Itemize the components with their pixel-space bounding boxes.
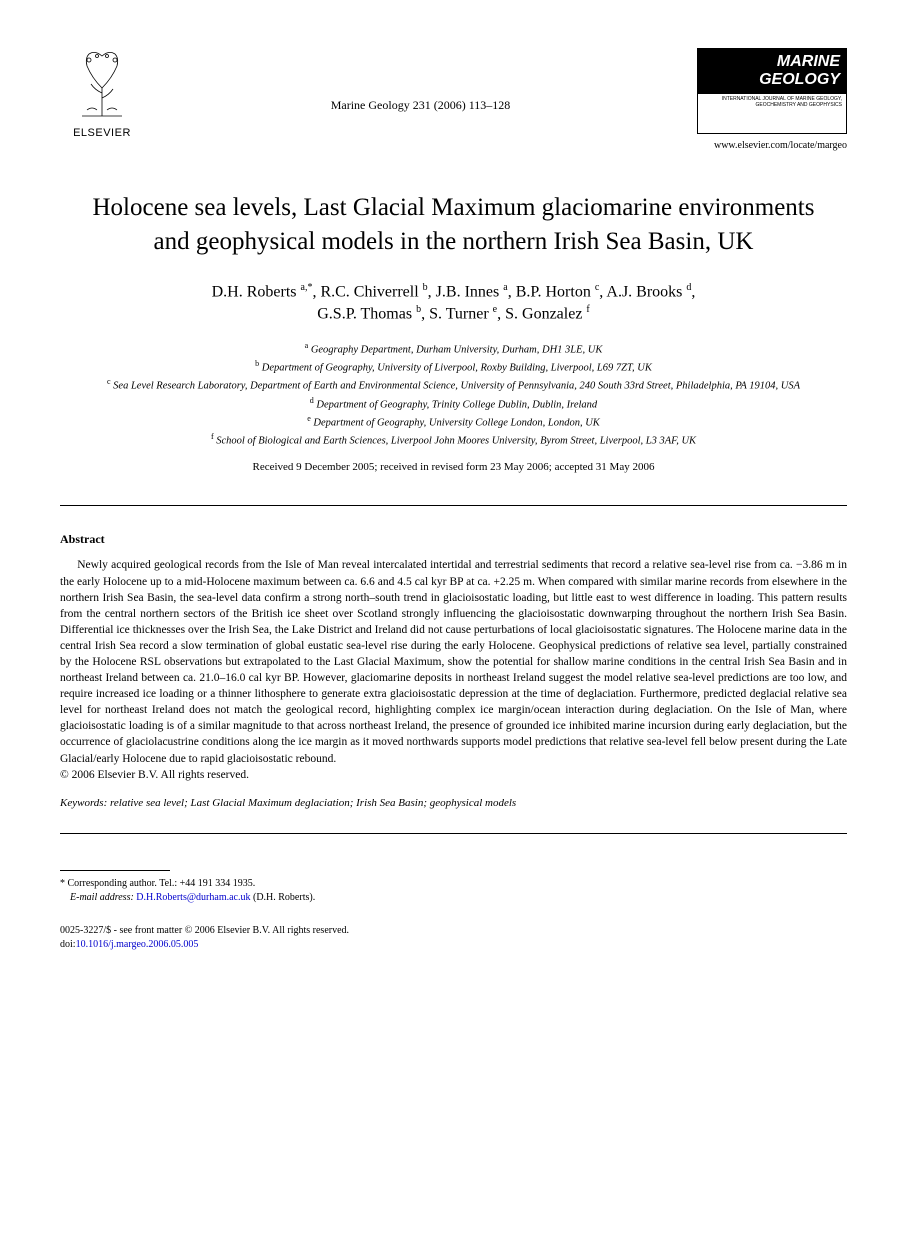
keywords: Keywords: relative sea level; Last Glaci… — [60, 797, 847, 809]
author-1: D.H. Roberts — [212, 283, 301, 300]
affiliation-b-text: Department of Geography, University of L… — [262, 363, 652, 374]
author-4: , B.P. Horton — [508, 283, 595, 300]
affiliation-e: e Department of Geography, University Co… — [60, 413, 847, 431]
journal-cover-subtitle: INTERNATIONAL JOURNAL OF MARINE GEOLOGY,… — [698, 94, 846, 110]
email-after: (D.H. Roberts). — [253, 892, 315, 903]
corr-author-line: * Corresponding author. Tel.: +44 191 33… — [60, 877, 847, 892]
email-label: E-mail address: — [70, 892, 134, 903]
affiliation-d: d Department of Geography, Trinity Colle… — [60, 395, 847, 413]
corresponding-footnote: * Corresponding author. Tel.: +44 191 33… — [60, 877, 847, 906]
corr-email-line: E-mail address: D.H.Roberts@durham.ac.uk… — [60, 891, 847, 906]
journal-logo-box: MARINE GEOLOGY INTERNATIONAL JOURNAL OF … — [697, 48, 847, 151]
affiliation-f-text: School of Biological and Earth Sciences,… — [216, 436, 696, 447]
doi-link[interactable]: 10.1016/j.margeo.2006.05.005 — [76, 939, 199, 950]
elsevier-tree-icon — [67, 48, 137, 118]
affiliation-d-text: Department of Geography, Trinity College… — [316, 399, 597, 410]
journal-cover-title-1: MARINE — [777, 53, 840, 70]
abstract-body: Newly acquired geological records from t… — [60, 557, 847, 766]
article-dates: Received 9 December 2005; received in re… — [60, 461, 847, 473]
journal-reference: Marine Geology 231 (2006) 113–128 — [144, 48, 697, 113]
author-3: , J.B. Innes — [428, 283, 504, 300]
footer: 0025-3227/$ - see front matter © 2006 El… — [60, 924, 847, 953]
publisher-name: ELSEVIER — [60, 127, 144, 139]
journal-cover: MARINE GEOLOGY INTERNATIONAL JOURNAL OF … — [697, 48, 847, 134]
author-2: , R.C. Chiverrell — [312, 283, 422, 300]
affiliation-f: f School of Biological and Earth Science… — [60, 431, 847, 449]
publisher-logo: ELSEVIER — [60, 48, 144, 139]
footer-issn: 0025-3227/$ - see front matter © 2006 El… — [60, 924, 847, 939]
author-sep: , — [691, 283, 695, 300]
abstract-heading: Abstract — [60, 532, 847, 547]
affiliation-e-text: Department of Geography, University Coll… — [313, 417, 599, 428]
authors: D.H. Roberts a,*, R.C. Chiverrell b, J.B… — [60, 281, 847, 326]
author-8-aff: f — [586, 304, 589, 315]
divider-bottom — [60, 833, 847, 834]
header-row: ELSEVIER Marine Geology 231 (2006) 113–1… — [60, 48, 847, 151]
divider-top — [60, 505, 847, 506]
author-7: , S. Turner — [421, 306, 493, 323]
affiliation-a: a Geography Department, Durham Universit… — [60, 340, 847, 358]
journal-cover-title-2: GEOLOGY — [759, 71, 840, 88]
journal-url[interactable]: www.elsevier.com/locate/margeo — [697, 140, 847, 151]
affiliation-b: b Department of Geography, University of… — [60, 358, 847, 376]
affiliation-c: c Sea Level Research Laboratory, Departm… — [60, 376, 847, 394]
footer-doi-line: doi:10.1016/j.margeo.2006.05.005 — [60, 938, 847, 953]
affiliation-a-text: Geography Department, Durham University,… — [311, 344, 603, 355]
article-title: Holocene sea levels, Last Glacial Maximu… — [90, 191, 817, 259]
journal-cover-title: MARINE GEOLOGY — [698, 49, 846, 94]
footnote-rule — [60, 870, 170, 871]
author-5: , A.J. Brooks — [599, 283, 686, 300]
affiliation-c-text: Sea Level Research Laboratory, Departmen… — [113, 381, 800, 392]
author-8: , S. Gonzalez — [497, 306, 586, 323]
copyright: © 2006 Elsevier B.V. All rights reserved… — [60, 769, 847, 781]
corr-email[interactable]: D.H.Roberts@durham.ac.uk — [136, 892, 250, 903]
affiliations: a Geography Department, Durham Universit… — [60, 340, 847, 450]
doi-label: doi: — [60, 939, 76, 950]
author-6: G.S.P. Thomas — [317, 306, 416, 323]
